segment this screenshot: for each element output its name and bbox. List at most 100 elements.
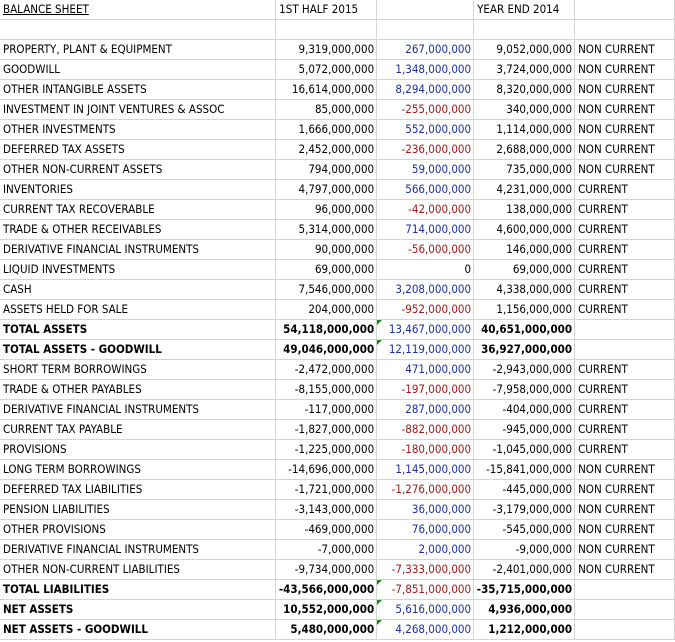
- change-value-cell[interactable]: -952,000,000: [376, 299, 475, 320]
- change-value-cell[interactable]: 3,208,000,000: [376, 279, 475, 300]
- value-year-end-2014-cell[interactable]: -2,401,000,000: [473, 559, 576, 580]
- change-value-cell[interactable]: -42,000,000: [376, 199, 475, 220]
- row-label-cell[interactable]: OTHER NON-CURRENT LIABILITIES: [0, 559, 277, 580]
- classification-cell[interactable]: NON CURRENT: [574, 99, 675, 120]
- empty-cell[interactable]: [0, 19, 277, 40]
- change-value-cell[interactable]: 4,268,000,000: [376, 619, 475, 640]
- value-year-end-2014-cell[interactable]: -1,045,000,000: [473, 439, 576, 460]
- change-value-cell[interactable]: -197,000,000: [376, 379, 475, 400]
- row-label-cell[interactable]: DERIVATIVE FINANCIAL INSTRUMENTS: [0, 399, 277, 420]
- row-label-cell[interactable]: OTHER INTANGIBLE ASSETS: [0, 79, 277, 100]
- value-1st-half-2015-cell[interactable]: -7,000,000: [275, 539, 378, 560]
- value-1st-half-2015-cell[interactable]: -1,827,000,000: [275, 419, 378, 440]
- classification-cell[interactable]: CURRENT: [574, 259, 675, 280]
- value-1st-half-2015-cell[interactable]: -14,696,000,000: [275, 459, 378, 480]
- column-header-year-end-2014[interactable]: YEAR END 2014: [473, 0, 576, 20]
- classification-cell[interactable]: NON CURRENT: [574, 79, 675, 100]
- change-value-cell[interactable]: 287,000,000: [376, 399, 475, 420]
- value-year-end-2014-cell[interactable]: 40,651,000,000: [473, 319, 576, 340]
- change-value-cell[interactable]: 552,000,000: [376, 119, 475, 140]
- value-1st-half-2015-cell[interactable]: 2,452,000,000: [275, 139, 378, 160]
- classification-cell[interactable]: NON CURRENT: [574, 459, 675, 480]
- value-1st-half-2015-cell[interactable]: -1,225,000,000: [275, 439, 378, 460]
- value-year-end-2014-cell[interactable]: 340,000,000: [473, 99, 576, 120]
- classification-cell[interactable]: NON CURRENT: [574, 559, 675, 580]
- empty-cell[interactable]: [275, 19, 378, 40]
- value-year-end-2014-cell[interactable]: 8,320,000,000: [473, 79, 576, 100]
- value-1st-half-2015-cell[interactable]: 5,314,000,000: [275, 219, 378, 240]
- value-1st-half-2015-cell[interactable]: 5,480,000,000: [275, 619, 378, 640]
- change-value-cell[interactable]: 13,467,000,000: [376, 319, 475, 340]
- row-label-cell[interactable]: TRADE & OTHER RECEIVABLES: [0, 219, 277, 240]
- classification-cell[interactable]: NON CURRENT: [574, 139, 675, 160]
- row-label-cell[interactable]: PROVISIONS: [0, 439, 277, 460]
- empty-header-cell[interactable]: [574, 0, 675, 20]
- sheet-title-cell[interactable]: BALANCE SHEET: [0, 0, 277, 20]
- classification-cell[interactable]: CURRENT: [574, 219, 675, 240]
- change-value-cell[interactable]: 36,000,000: [376, 499, 475, 520]
- value-year-end-2014-cell[interactable]: 1,156,000,000: [473, 299, 576, 320]
- value-1st-half-2015-cell[interactable]: -469,000,000: [275, 519, 378, 540]
- value-year-end-2014-cell[interactable]: 138,000,000: [473, 199, 576, 220]
- row-label-cell[interactable]: TRADE & OTHER PAYABLES: [0, 379, 277, 400]
- value-year-end-2014-cell[interactable]: -2,943,000,000: [473, 359, 576, 380]
- change-value-cell[interactable]: 76,000,000: [376, 519, 475, 540]
- classification-cell[interactable]: NON CURRENT: [574, 499, 675, 520]
- classification-cell[interactable]: CURRENT: [574, 239, 675, 260]
- value-1st-half-2015-cell[interactable]: 5,072,000,000: [275, 59, 378, 80]
- row-label-cell[interactable]: TOTAL ASSETS: [0, 319, 277, 340]
- classification-cell[interactable]: [574, 339, 675, 360]
- value-year-end-2014-cell[interactable]: -7,958,000,000: [473, 379, 576, 400]
- value-year-end-2014-cell[interactable]: 36,927,000,000: [473, 339, 576, 360]
- row-label-cell[interactable]: OTHER PROVISIONS: [0, 519, 277, 540]
- value-year-end-2014-cell[interactable]: 4,936,000,000: [473, 599, 576, 620]
- value-year-end-2014-cell[interactable]: -35,715,000,000: [473, 579, 576, 600]
- classification-cell[interactable]: NON CURRENT: [574, 59, 675, 80]
- row-label-cell[interactable]: DERIVATIVE FINANCIAL INSTRUMENTS: [0, 539, 277, 560]
- value-1st-half-2015-cell[interactable]: 49,046,000,000: [275, 339, 378, 360]
- change-value-cell[interactable]: -7,851,000,000: [376, 579, 475, 600]
- value-1st-half-2015-cell[interactable]: 96,000,000: [275, 199, 378, 220]
- value-1st-half-2015-cell[interactable]: 9,319,000,000: [275, 39, 378, 60]
- value-1st-half-2015-cell[interactable]: 204,000,000: [275, 299, 378, 320]
- classification-cell[interactable]: CURRENT: [574, 179, 675, 200]
- value-year-end-2014-cell[interactable]: -9,000,000: [473, 539, 576, 560]
- value-year-end-2014-cell[interactable]: 4,338,000,000: [473, 279, 576, 300]
- row-label-cell[interactable]: ASSETS HELD FOR SALE: [0, 299, 277, 320]
- row-label-cell[interactable]: CURRENT TAX RECOVERABLE: [0, 199, 277, 220]
- classification-cell[interactable]: CURRENT: [574, 439, 675, 460]
- value-year-end-2014-cell[interactable]: 3,724,000,000: [473, 59, 576, 80]
- classification-cell[interactable]: CURRENT: [574, 419, 675, 440]
- value-1st-half-2015-cell[interactable]: -2,472,000,000: [275, 359, 378, 380]
- value-1st-half-2015-cell[interactable]: 7,546,000,000: [275, 279, 378, 300]
- classification-cell[interactable]: NON CURRENT: [574, 479, 675, 500]
- change-value-cell[interactable]: -1,276,000,000: [376, 479, 475, 500]
- row-label-cell[interactable]: DEFERRED TAX LIABILITIES: [0, 479, 277, 500]
- value-1st-half-2015-cell[interactable]: -1,721,000,000: [275, 479, 378, 500]
- change-value-cell[interactable]: 5,616,000,000: [376, 599, 475, 620]
- value-1st-half-2015-cell[interactable]: 1,666,000,000: [275, 119, 378, 140]
- classification-cell[interactable]: CURRENT: [574, 199, 675, 220]
- value-1st-half-2015-cell[interactable]: 16,614,000,000: [275, 79, 378, 100]
- change-value-cell[interactable]: 59,000,000: [376, 159, 475, 180]
- change-value-cell[interactable]: 1,348,000,000: [376, 59, 475, 80]
- value-1st-half-2015-cell[interactable]: 10,552,000,000: [275, 599, 378, 620]
- row-label-cell[interactable]: TOTAL ASSETS - GOODWILL: [0, 339, 277, 360]
- row-label-cell[interactable]: INVENTORIES: [0, 179, 277, 200]
- value-1st-half-2015-cell[interactable]: 54,118,000,000: [275, 319, 378, 340]
- value-year-end-2014-cell[interactable]: 735,000,000: [473, 159, 576, 180]
- change-value-cell[interactable]: 471,000,000: [376, 359, 475, 380]
- classification-cell[interactable]: [574, 599, 675, 620]
- change-value-cell[interactable]: 2,000,000: [376, 539, 475, 560]
- value-1st-half-2015-cell[interactable]: -9,734,000,000: [275, 559, 378, 580]
- change-value-cell[interactable]: 0: [376, 259, 475, 280]
- classification-cell[interactable]: CURRENT: [574, 379, 675, 400]
- classification-cell[interactable]: NON CURRENT: [574, 39, 675, 60]
- row-label-cell[interactable]: GOODWILL: [0, 59, 277, 80]
- value-year-end-2014-cell[interactable]: 1,212,000,000: [473, 619, 576, 640]
- value-1st-half-2015-cell[interactable]: 90,000,000: [275, 239, 378, 260]
- value-1st-half-2015-cell[interactable]: -8,155,000,000: [275, 379, 378, 400]
- value-year-end-2014-cell[interactable]: -3,179,000,000: [473, 499, 576, 520]
- row-label-cell[interactable]: LIQUID INVESTMENTS: [0, 259, 277, 280]
- value-year-end-2014-cell[interactable]: -545,000,000: [473, 519, 576, 540]
